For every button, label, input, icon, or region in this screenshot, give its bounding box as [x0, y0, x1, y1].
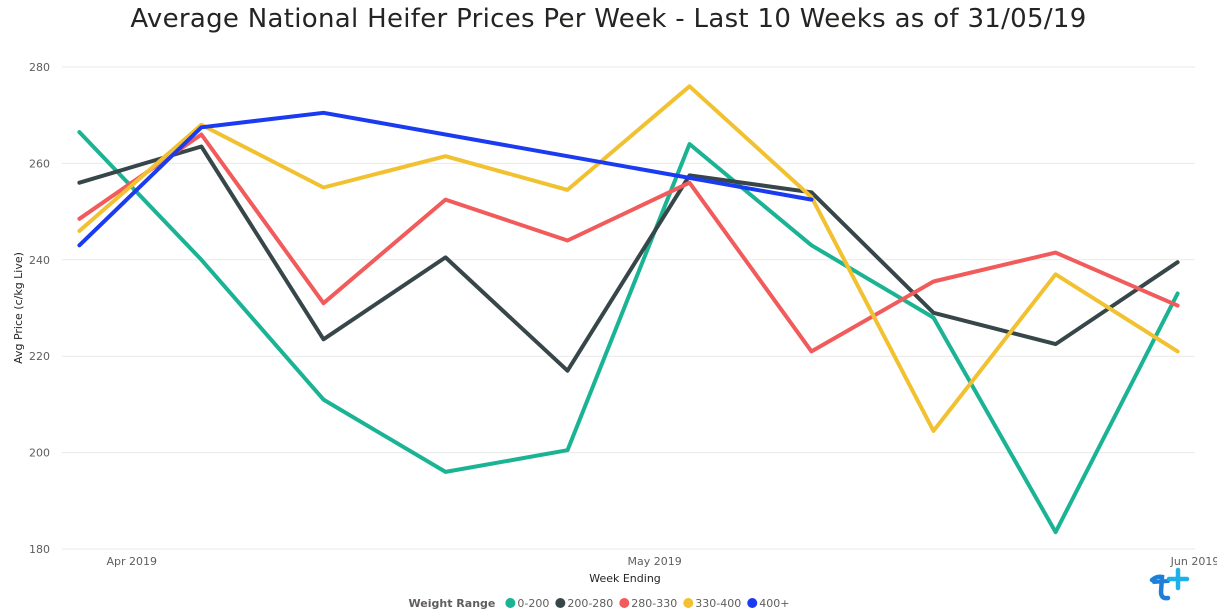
legend-label-330-400[interactable]: 330-400: [695, 597, 741, 610]
legend-marker-280-330[interactable]: [619, 598, 630, 608]
legend[interactable]: Weight Range 0-200 200-280 280-330 330-400 40…: [409, 597, 790, 610]
legend-marker-330-400[interactable]: [683, 598, 694, 608]
legend-label-200-280[interactable]: 200-280: [567, 597, 613, 610]
x-axis-ticks: Apr 2019 May 2019 Jun 2019: [106, 555, 1217, 568]
grid-lines: [62, 66, 1195, 550]
series-lines: [77, 84, 1180, 535]
legend-marker-0-200[interactable]: [505, 598, 516, 608]
series-line-400+[interactable]: [77, 110, 814, 248]
series-line-200-280[interactable]: [77, 144, 1180, 373]
y-tick-label-260: 260: [29, 157, 50, 170]
legend-label-280-330[interactable]: 280-330: [631, 597, 677, 610]
series-line-330-400[interactable]: [77, 84, 1180, 433]
legend-marker-400+[interactable]: [747, 598, 758, 608]
legend-label-0-200[interactable]: 0-200: [517, 597, 549, 610]
legend-marker-200-280[interactable]: [555, 598, 566, 608]
logo-icon: [1149, 567, 1190, 601]
y-tick-label-280: 280: [29, 61, 50, 74]
legend-label-400+[interactable]: 400+: [759, 597, 789, 610]
x-tick-label-2: Jun 2019: [1170, 555, 1217, 568]
x-axis-title: Week Ending: [589, 572, 661, 585]
x-tick-label-1: May 2019: [628, 555, 682, 568]
series-line-280-330[interactable]: [77, 132, 1180, 354]
chart-title: Average National Heifer Prices Per Week …: [130, 4, 1087, 34]
legend-title: Weight Range: [409, 597, 496, 610]
y-axis-ticks: 180 200 220 240 260 280: [29, 61, 50, 556]
x-tick-label-0: Apr 2019: [106, 555, 157, 568]
series-line-0-200[interactable]: [77, 130, 1180, 535]
y-tick-label-240: 240: [29, 254, 50, 267]
y-tick-label-220: 220: [29, 350, 50, 363]
y-axis-title: Avg Price (c/kg Live): [12, 252, 25, 364]
y-tick-label-200: 200: [29, 447, 50, 460]
y-tick-label-180: 180: [29, 543, 50, 556]
